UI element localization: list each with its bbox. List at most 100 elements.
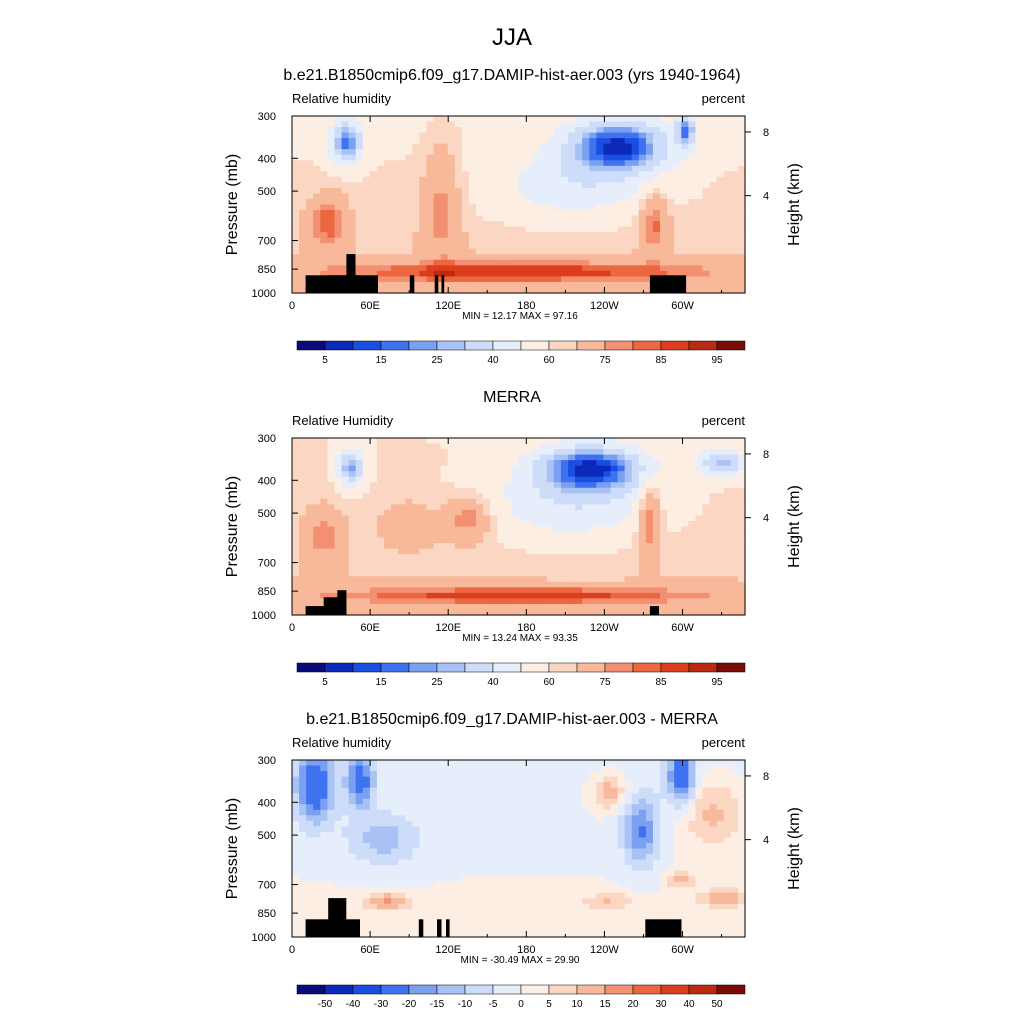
field-cell	[497, 265, 505, 272]
field-cell	[320, 232, 328, 239]
field-cell	[362, 898, 371, 905]
field-cell	[617, 287, 626, 294]
field-cell	[313, 903, 321, 910]
field-cell	[539, 198, 548, 206]
field-cell	[341, 776, 350, 783]
field-cell	[596, 259, 605, 266]
field-cell	[369, 515, 378, 522]
field-cell	[568, 526, 576, 533]
field-cell	[461, 132, 470, 139]
field-cell	[553, 592, 562, 600]
field-cell	[532, 598, 541, 605]
field-cell	[589, 565, 597, 572]
field-cell	[667, 443, 675, 450]
field-cell	[292, 471, 300, 478]
field-cell	[306, 576, 314, 583]
field-cell	[723, 143, 732, 150]
field-cell	[391, 176, 399, 183]
field-cell	[362, 859, 371, 866]
field-cell	[652, 237, 661, 244]
field-cell	[440, 892, 449, 899]
field-cell	[440, 771, 449, 778]
field-cell	[313, 909, 321, 916]
field-cell	[504, 554, 513, 561]
field-cell	[306, 532, 314, 539]
colorbar-swatch	[520, 340, 550, 351]
field-cell	[617, 587, 626, 594]
field-cell	[348, 121, 357, 128]
field-cell	[426, 210, 435, 217]
field-cell	[511, 281, 520, 289]
field-cell	[313, 876, 321, 883]
field-cell	[497, 221, 505, 228]
field-cell	[320, 592, 328, 600]
field-cell	[560, 171, 569, 178]
colorbar-label: 85	[655, 677, 667, 688]
y2-tick-label: 8	[763, 449, 769, 461]
field-cell	[433, 782, 442, 789]
field-cell	[341, 870, 350, 877]
field-cell	[525, 559, 534, 566]
field-cell	[546, 287, 555, 294]
field-cell	[532, 165, 541, 172]
field-cell	[405, 765, 413, 772]
field-cell	[660, 449, 668, 456]
field-cell	[546, 176, 555, 183]
field-cell	[426, 603, 435, 611]
field-cell	[723, 515, 732, 522]
field-cell	[525, 576, 534, 583]
field-cell	[348, 609, 357, 616]
field-cell	[440, 176, 449, 183]
field-cell	[695, 460, 704, 467]
field-cell	[405, 760, 413, 767]
field-cell	[362, 532, 371, 539]
field-cell	[468, 471, 477, 478]
field-cell	[362, 776, 371, 783]
field-cell	[582, 276, 590, 283]
field-cell	[476, 598, 484, 605]
field-cell	[306, 198, 314, 206]
field-cell	[589, 581, 597, 588]
field-cell	[596, 598, 605, 605]
field-cell	[440, 149, 449, 156]
field-cell	[426, 438, 435, 445]
field-cell	[730, 221, 739, 228]
field-cell	[299, 198, 307, 206]
field-cell	[631, 443, 640, 450]
field-cell	[412, 532, 421, 539]
field-cell	[681, 138, 689, 145]
field-cell	[334, 570, 343, 577]
field-cell	[292, 581, 300, 588]
field-cell	[348, 221, 357, 228]
field-cell	[447, 204, 456, 211]
field-cell	[497, 127, 505, 134]
field-cell	[539, 482, 548, 489]
field-cell	[341, 554, 350, 561]
field-cell	[645, 548, 654, 555]
field-cell	[652, 176, 661, 183]
field-cell	[376, 221, 385, 228]
field-cell	[476, 609, 484, 616]
field-cell	[348, 809, 357, 816]
field-cell	[539, 276, 548, 283]
field-cell	[327, 176, 336, 183]
field-cell	[468, 465, 477, 472]
field-cell	[504, 515, 513, 522]
field-cell	[610, 165, 619, 172]
field-cell	[341, 449, 350, 456]
field-cell	[504, 570, 513, 577]
field-cell	[461, 198, 470, 206]
field-cell	[461, 138, 470, 145]
field-cell	[299, 254, 307, 261]
field-cell	[334, 143, 343, 150]
field-cell	[440, 116, 449, 123]
field-cell	[723, 482, 732, 489]
field-cell	[412, 187, 421, 195]
field-cell	[610, 176, 619, 183]
field-cell	[695, 165, 704, 172]
field-cell	[468, 154, 477, 161]
field-cell	[320, 815, 328, 822]
field-cell	[320, 259, 328, 266]
field-cell	[631, 476, 640, 483]
field-cell	[476, 132, 484, 139]
